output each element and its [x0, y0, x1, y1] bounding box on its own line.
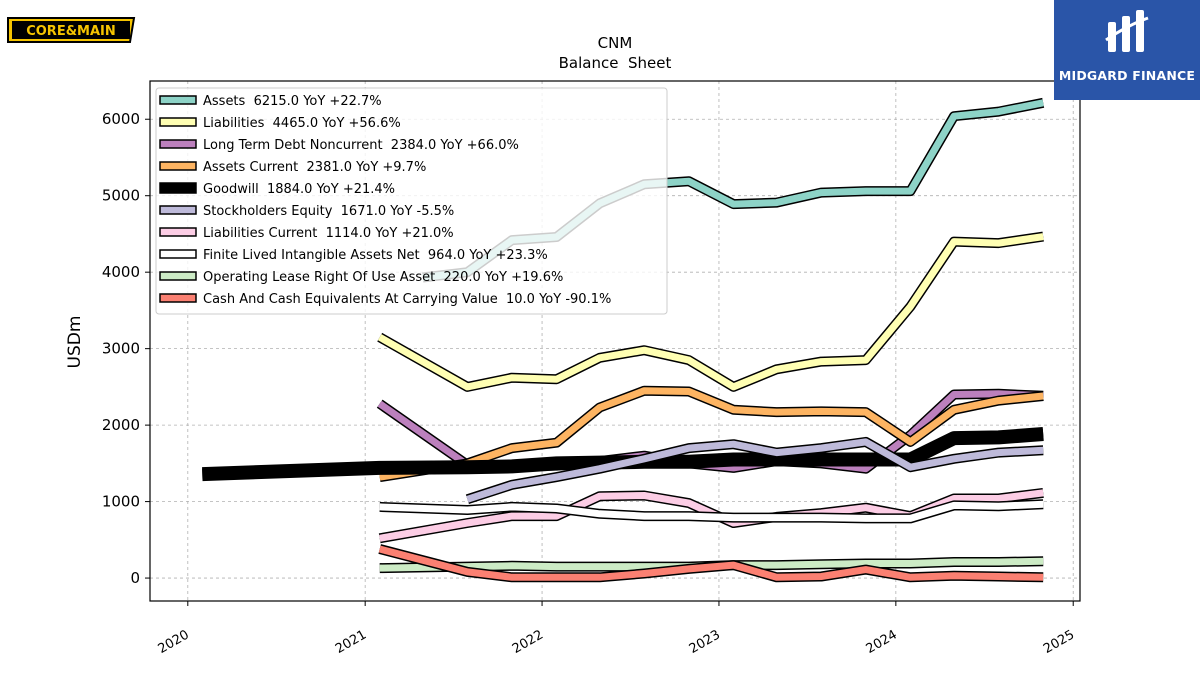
- legend: Assets 6215.0 YoY +22.7% Liabilities 4465…: [155, 87, 668, 315]
- legend-entry: Stockholders Equity 1671.0 YoY -5.5%: [203, 204, 454, 219]
- legend-swatch: [159, 249, 197, 259]
- y-axis-ticks: 0 1000 2000 3000 4000 5000 6000: [102, 110, 150, 587]
- y-tick-label: 6000: [102, 110, 140, 128]
- legend-entry: Assets Current 2381.0 YoY +9.7%: [203, 160, 426, 175]
- x-tick-label: 2021: [333, 627, 369, 657]
- series-line: [465, 436, 1044, 505]
- y-axis-label: USDm: [65, 316, 85, 369]
- series-stroke: [377, 233, 1044, 391]
- series-stroke: [466, 438, 1044, 503]
- series-stroke: [379, 387, 1044, 481]
- x-tick-label: 2022: [510, 627, 546, 657]
- series-stroke: [379, 500, 1044, 522]
- y-tick-label: 0: [130, 569, 140, 587]
- x-tick-label: 2025: [1041, 627, 1077, 657]
- x-tick-label: 2024: [864, 627, 900, 657]
- midgard-emblem-icon: [1105, 10, 1149, 52]
- series-stroke: [379, 489, 1044, 542]
- series-line: [378, 385, 1044, 483]
- left-logo-text: CORE&MAIN: [26, 24, 116, 39]
- midgard-finance-logo: MIDGARD FINANCE: [1054, 0, 1200, 100]
- legend-swatch: [159, 117, 197, 127]
- y-tick-label: 2000: [102, 416, 140, 434]
- legend-swatch: [159, 161, 197, 171]
- series-line: [202, 427, 1044, 482]
- x-tick-label: 2023: [687, 627, 723, 657]
- x-axis-ticks: 2020 2021 2022 2023 2024 2025: [156, 601, 1077, 657]
- legend-entry: Liabilities Current 1114.0 YoY +21.0%: [203, 226, 454, 241]
- x-tick-label: 2020: [156, 627, 192, 657]
- legend-swatch: [159, 139, 197, 149]
- chart-subtitle: Balance Sheet: [559, 54, 672, 72]
- y-tick-label: 4000: [102, 263, 140, 281]
- series-line: [377, 231, 1044, 392]
- legend-entry: Liabilities 4465.0 YoY +56.6%: [203, 116, 401, 131]
- series-line: [378, 544, 1044, 583]
- y-tick-label: 3000: [102, 340, 140, 358]
- series-stroke: [378, 545, 1044, 581]
- series-line: [379, 499, 1044, 524]
- legend-entry: Assets 6215.0 YoY +22.7%: [203, 94, 382, 109]
- y-tick-label: 5000: [102, 187, 140, 205]
- y-tick-label: 1000: [102, 493, 140, 511]
- legend-swatch: [159, 293, 197, 303]
- legend-box: [155, 87, 668, 315]
- series-stroke: [202, 428, 1044, 480]
- legend-entry: Finite Lived Intangible Assets Net 964.0…: [203, 248, 548, 263]
- core-and-main-logo: CORE&MAIN: [6, 8, 140, 50]
- legend-swatch: [159, 227, 197, 237]
- chart-title: CNM: [598, 34, 633, 52]
- legend-swatch: [159, 182, 197, 194]
- legend-entry: Long Term Debt Noncurrent 2384.0 YoY +66…: [203, 138, 519, 153]
- series-line: [378, 487, 1044, 544]
- right-logo-text: MIDGARD FINANCE: [1058, 68, 1196, 83]
- plot-frame: [149, 80, 1081, 602]
- legend-swatch: [159, 95, 197, 105]
- legend-entry: Operating Lease Right Of Use Asset 220.0…: [203, 270, 563, 285]
- series-lines: [202, 97, 1045, 583]
- legend-swatch: [159, 271, 197, 281]
- legend-entry: Cash And Cash Equivalents At Carrying Va…: [203, 292, 611, 307]
- legend-swatch: [159, 205, 197, 215]
- legend-entry: Goodwill 1884.0 YoY +21.4%: [203, 182, 395, 197]
